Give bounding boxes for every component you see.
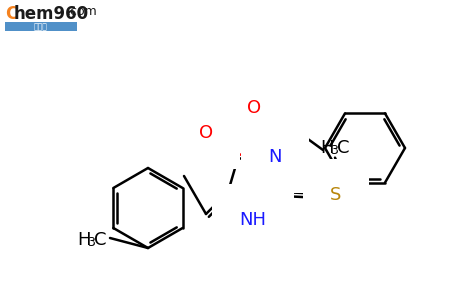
Text: .com: .com: [67, 5, 98, 18]
Text: 化工网: 化工网: [34, 22, 48, 31]
Text: 3: 3: [87, 236, 95, 250]
Text: N: N: [268, 148, 282, 166]
Text: C: C: [5, 5, 17, 23]
Text: H: H: [320, 139, 334, 157]
Text: O: O: [199, 124, 213, 142]
Text: hem960: hem960: [14, 5, 89, 23]
Text: C: C: [94, 231, 106, 249]
Text: C: C: [337, 139, 349, 157]
Text: O: O: [247, 99, 261, 117]
FancyBboxPatch shape: [5, 22, 77, 31]
Text: 3: 3: [330, 144, 338, 157]
Text: NH: NH: [239, 211, 266, 229]
Text: S: S: [330, 186, 342, 204]
Text: H: H: [77, 231, 91, 249]
